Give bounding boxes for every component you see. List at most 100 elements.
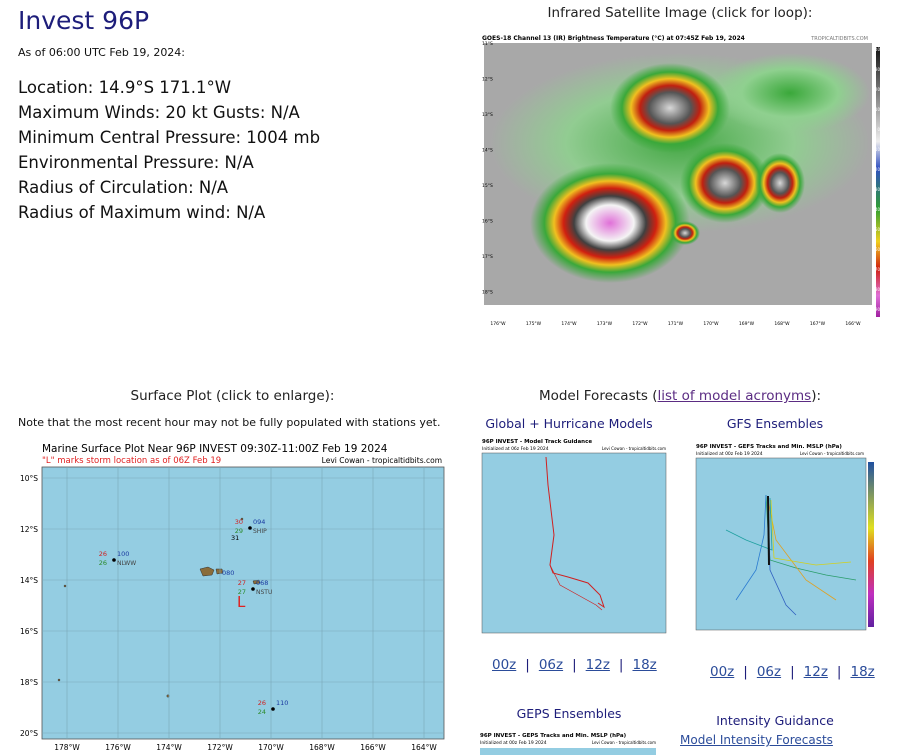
info-line: Radius of Circulation: N/A bbox=[18, 178, 229, 197]
global-credit: Levi Cowan - tropicaltidbits.com bbox=[602, 446, 666, 451]
sat-scale-label: 30 bbox=[875, 67, 880, 72]
run-link[interactable]: 06z bbox=[756, 664, 782, 680]
surface-plot[interactable]: Marine Surface Plot Near 96P INVEST 09:3… bbox=[18, 438, 447, 755]
as-of: As of 06:00 UTC Feb 19, 2024: bbox=[18, 46, 186, 59]
separator: | bbox=[572, 657, 577, 673]
separator: | bbox=[743, 664, 748, 680]
gfs-credit: Levi Cowan - tropicaltidbits.com bbox=[800, 451, 864, 456]
lon-label: 166°W bbox=[360, 743, 386, 752]
info-line: Radius of Maximum wind: N/A bbox=[18, 203, 266, 222]
sat-scale-label: -40 bbox=[873, 207, 880, 212]
global-model-image[interactable]: 96P INVEST - Model Track Guidance Initia… bbox=[468, 435, 670, 640]
surface-title: Marine Surface Plot Near 96P INVEST 09:3… bbox=[42, 443, 388, 455]
run-link[interactable]: 18z bbox=[850, 664, 875, 680]
surface-heading: Surface Plot (click to enlarge): bbox=[130, 388, 335, 404]
global-title: 96P INVEST - Model Track Guidance bbox=[482, 439, 592, 445]
sat-lon-label: 173°W bbox=[597, 321, 613, 326]
sat-lon-label: 168°W bbox=[774, 321, 790, 326]
geps-image[interactable]: 96P INVEST - GEPS Tracks and Min. MSLP (… bbox=[468, 728, 660, 755]
station-dewpoint: 26 bbox=[99, 559, 107, 567]
heading-part: ): bbox=[811, 388, 822, 404]
sat-scale-label: 10 bbox=[875, 107, 880, 112]
intensity-heading: Intensity Guidance bbox=[716, 713, 834, 728]
surface-subtitle: "L" marks storm location as of 06Z Feb 1… bbox=[42, 456, 221, 466]
sat-scale-label: -50 bbox=[873, 227, 880, 232]
intensity-link[interactable]: Model Intensity Forecasts bbox=[680, 733, 833, 747]
station-id: SHIP bbox=[253, 528, 267, 535]
model-heading: Model Forecasts (list of model acronyms)… bbox=[480, 388, 880, 404]
info-line: Maximum Winds: 20 kt Gusts: N/A bbox=[18, 103, 300, 122]
station-pressure: 094 bbox=[253, 518, 265, 526]
station-temp: 26 bbox=[99, 550, 107, 558]
sat-lat-label: 12°S bbox=[482, 77, 493, 83]
station-temp: 27 bbox=[238, 579, 246, 587]
storm-title: Invest 96P bbox=[18, 6, 150, 35]
run-link[interactable]: 00z bbox=[710, 664, 735, 680]
sat-image-title: GOES-18 Channel 13 (IR) Brightness Tempe… bbox=[482, 35, 745, 42]
sat-lon-label: 166°W bbox=[845, 321, 861, 326]
lat-label: 12°S bbox=[20, 525, 38, 534]
lon-label: 178°W bbox=[54, 743, 80, 752]
gfs-heading: GFS Ensembles bbox=[726, 416, 824, 431]
lat-label: 18°S bbox=[20, 678, 38, 687]
sat-lon-label: 172°W bbox=[632, 321, 648, 326]
separator: | bbox=[790, 664, 795, 680]
station-pressure: 110 bbox=[276, 699, 288, 707]
geps-subtitle: Initialized at 00z Feb 19 2024 bbox=[480, 740, 547, 746]
lon-label: 174°W bbox=[156, 743, 182, 752]
sat-lat-label: 14°S bbox=[482, 148, 493, 154]
sat-lon-label: 171°W bbox=[668, 321, 684, 326]
sat-lat-label: 16°S bbox=[482, 219, 493, 225]
gfs-run-links: 00z | 06z | 12z | 18z bbox=[710, 664, 875, 680]
station-id: NSTU bbox=[256, 589, 272, 596]
sat-lat-label: 11°S bbox=[482, 41, 493, 47]
acronym-link[interactable]: list of model acronyms bbox=[657, 388, 812, 404]
sat-scale-label: -60 bbox=[873, 247, 880, 252]
station-id: NLWW bbox=[117, 560, 136, 567]
run-link[interactable]: 12z bbox=[803, 664, 828, 680]
station-temp: 26 bbox=[258, 699, 266, 707]
run-link[interactable]: 06z bbox=[538, 657, 564, 673]
station-dot bbox=[251, 587, 255, 591]
sat-heading: Infrared Satellite Image (click for loop… bbox=[547, 5, 813, 21]
station-dot bbox=[271, 707, 275, 711]
run-link[interactable]: 12z bbox=[585, 657, 610, 673]
heading-part: Model Forecasts ( bbox=[538, 388, 658, 404]
sat-lat-label: 18°S bbox=[482, 290, 493, 296]
station-pressure: 100 bbox=[117, 550, 129, 558]
station-label: 31 bbox=[231, 534, 239, 542]
sat-lon-label: 167°W bbox=[810, 321, 826, 326]
station-dot bbox=[248, 526, 252, 530]
sat-scale-label: -80 bbox=[873, 287, 880, 292]
run-link[interactable]: 00z bbox=[492, 657, 517, 673]
sat-scale-label: 20 bbox=[875, 87, 880, 92]
gfs-title: 96P INVEST - GEFS Tracks and Min. MSLP (… bbox=[696, 444, 842, 450]
sat-scale-label: -90 bbox=[873, 307, 880, 312]
station-pressure: 068 bbox=[256, 579, 268, 587]
gfs-image[interactable]: 96P INVEST - GEFS Tracks and Min. MSLP (… bbox=[686, 440, 880, 635]
geps-title: 96P INVEST - GEPS Tracks and Min. MSLP (… bbox=[480, 733, 627, 739]
station-temp: 30 bbox=[235, 518, 243, 526]
station-dot bbox=[112, 558, 116, 562]
info-line: Minimum Central Pressure: 1004 mb bbox=[18, 128, 321, 147]
sat-scale-label: 40 bbox=[875, 47, 880, 52]
lat-label: 14°S bbox=[20, 576, 38, 585]
sat-lon-label: 169°W bbox=[739, 321, 755, 326]
separator: | bbox=[836, 664, 842, 680]
satellite-image[interactable]: GOES-18 Channel 13 (IR) Brightness Tempe… bbox=[480, 33, 880, 326]
lon-label: 172°W bbox=[207, 743, 233, 752]
geps-heading: GEPS Ensembles bbox=[516, 706, 622, 721]
sat-lon-label: 175°W bbox=[526, 321, 542, 326]
run-link[interactable]: 18z bbox=[632, 657, 657, 673]
lat-label: 10°S bbox=[20, 474, 38, 483]
sat-lon-label: 170°W bbox=[703, 321, 719, 326]
lon-label: 176°W bbox=[105, 743, 131, 752]
sat-lat-label: 15°S bbox=[482, 183, 493, 189]
lon-label: 170°W bbox=[258, 743, 284, 752]
station-dewpoint: 29 bbox=[235, 527, 243, 535]
sat-lat-label: 17°S bbox=[482, 254, 493, 260]
station-dewpoint: 27 bbox=[238, 588, 246, 596]
lat-label: 16°S bbox=[20, 627, 38, 636]
lat-label: 20°S bbox=[20, 729, 38, 738]
